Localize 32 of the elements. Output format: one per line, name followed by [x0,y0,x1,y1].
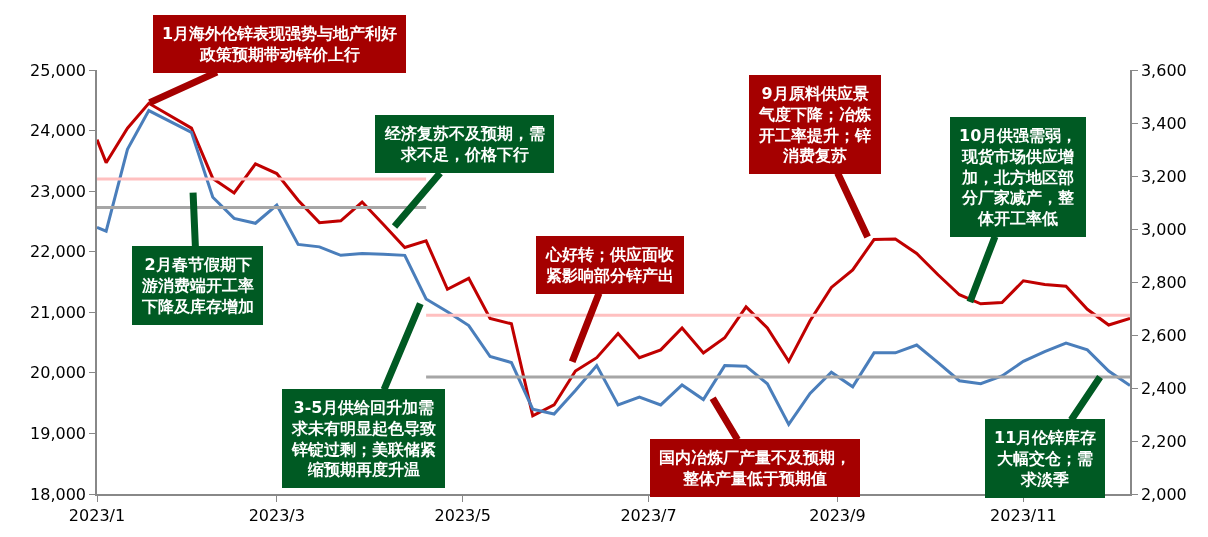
y-tick-label: 22,000 [30,242,87,262]
x-tick-label: 2023/9 [809,505,866,525]
y2-tick-label: 2,600 [1140,325,1187,345]
annotation: 国内冶炼厂产量不及预期，整体产量低于预期值 [659,448,851,488]
y-tick-label: 23,000 [30,181,87,201]
annotation: 心好转；供应面收紧影响部分锌产出 [545,245,675,285]
y2-tick-label: 2,000 [1140,484,1187,504]
annotation: 2月春节假期下游消费端开工率下降及库存增加 [141,255,254,316]
y2-tick-label: 3,200 [1140,166,1187,186]
y2-tick-label: 2,800 [1140,272,1187,292]
x-tick-label: 2023/3 [248,505,305,525]
annotation: 9月原料供应景气度下降；冶炼开工率提升；锌消费复苏 [758,84,872,166]
y-tick-label: 25,000 [30,60,87,80]
y-tick-label: 18,000 [30,484,87,504]
y-tick-label: 24,000 [30,121,87,141]
y-tick-label: 20,000 [30,363,87,383]
y2-tick-label: 2,200 [1140,431,1187,451]
annotation: 10月供强需弱，现货市场供应增加，北方地区部分厂家减产，整体开工率低 [959,126,1078,229]
y-tick-label: 19,000 [30,424,87,444]
x-tick-label: 2023/7 [620,505,677,525]
annotation: 11月伦锌库存大幅交仓；需求淡季 [994,428,1097,489]
x-tick-label: 2023/1 [68,505,126,525]
annotation: 经济复苏不及预期，需求不足，价格下行 [384,124,545,164]
x-tick-label: 2023/5 [434,505,491,525]
y2-tick-label: 2,400 [1140,378,1187,398]
y-tick-label: 21,000 [30,302,87,322]
y2-tick-label: 3,400 [1140,113,1187,133]
text: 1月海外伦锌表现强势与地产利好政策预期带动锌价上行 [162,24,398,64]
y2-tick-label: 3,000 [1140,219,1187,239]
y2-tick-label: 3,600 [1140,60,1187,80]
x-tick-label: 2023/11 [990,505,1057,525]
annotation: 3-5月供给回升加需求未有明显起色导致锌锭过剩；美联储紧缩预期再度升温 [291,398,436,480]
